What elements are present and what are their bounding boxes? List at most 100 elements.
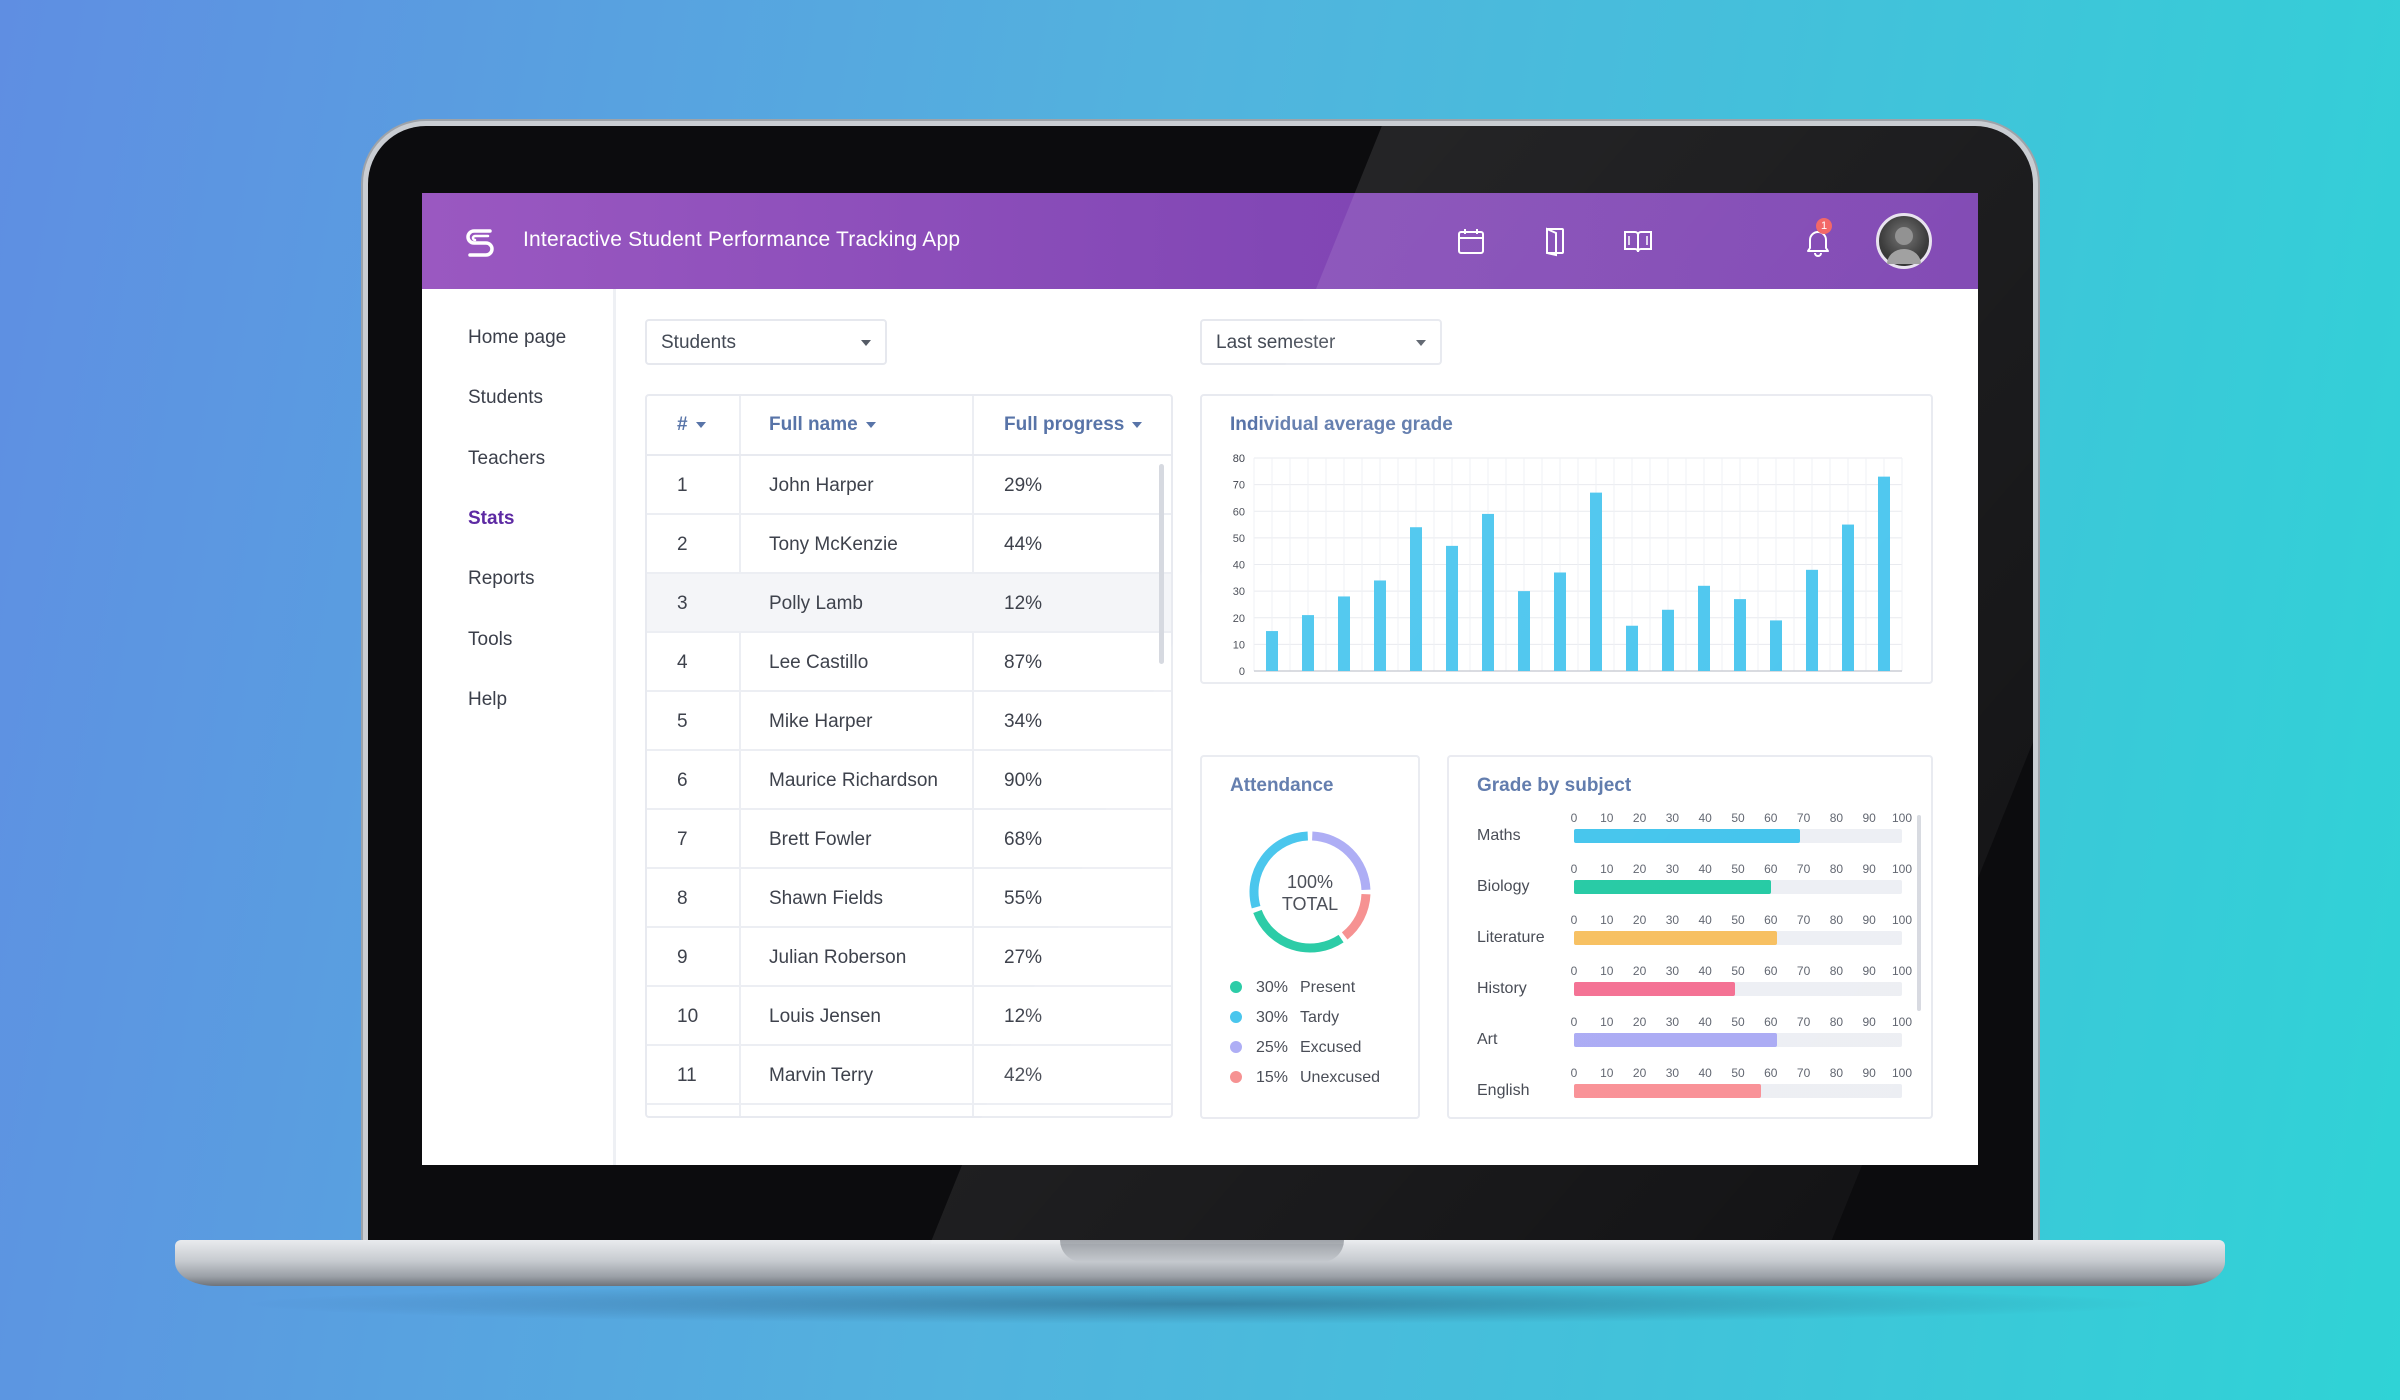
- bar: [1518, 591, 1530, 671]
- tick-label: 0: [1570, 1066, 1578, 1080]
- tick-label: 40: [1698, 1066, 1712, 1080]
- table-row[interactable]: 9 Julian Roberson 27%: [647, 928, 1171, 987]
- door-icon[interactable]: [1539, 225, 1571, 257]
- tick-label: 100: [1891, 862, 1913, 876]
- tick-label: 70: [1796, 964, 1811, 978]
- row-progress: 12%: [1004, 1006, 1043, 1027]
- sidebar: Home page Students Teachers Stats Report…: [422, 289, 616, 1165]
- legend-percent: 30%: [1256, 1009, 1289, 1026]
- tick-label: 30: [1665, 964, 1680, 978]
- y-tick-label: 60: [1233, 506, 1245, 518]
- tick-label: 80: [1829, 1066, 1844, 1080]
- bar: [1806, 569, 1818, 671]
- row-full-name: John Harper: [769, 475, 874, 496]
- sidebar-item-tools[interactable]: Tools: [468, 629, 513, 650]
- tick-label: 80: [1829, 862, 1844, 876]
- bar: [1446, 545, 1458, 671]
- column-header-number[interactable]: #: [677, 414, 706, 436]
- tick-label: 10: [1600, 862, 1614, 876]
- subject-axis-ticks: 0 10 20 30 40 50 60 70 80 90 100: [1570, 1015, 1912, 1029]
- sort-icon: [1132, 421, 1143, 428]
- tick-label: 50: [1731, 1066, 1745, 1080]
- sidebar-item-help[interactable]: Help: [468, 689, 508, 710]
- row-full-name: Louis Jensen: [769, 1006, 881, 1027]
- row-number: 2: [677, 534, 688, 555]
- subject-axis-ticks: 0 10 20 30 40 50 60 70 80 90 100: [1570, 1066, 1912, 1080]
- sidebar-item-reports[interactable]: Reports: [468, 568, 535, 589]
- table-row[interactable]: 1 John Harper 29%: [647, 456, 1171, 515]
- table-row[interactable]: 7 Brett Fowler 68%: [647, 810, 1171, 869]
- tick-label: 60: [1764, 913, 1778, 927]
- table-scrollbar[interactable]: [1159, 464, 1164, 664]
- y-tick-label: 70: [1233, 480, 1245, 492]
- attendance-card: Attendance 100% TOTAL 30% Present 30% Tardy 2…: [1200, 755, 1420, 1119]
- tick-label: 0: [1570, 1015, 1578, 1029]
- legend-item: 25% Excused: [1230, 1039, 1361, 1057]
- user-avatar[interactable]: [1876, 213, 1932, 269]
- tick-label: 30: [1665, 913, 1680, 927]
- tick-label: 30: [1665, 811, 1680, 825]
- sidebar-item-students[interactable]: Students: [468, 387, 543, 408]
- attendance-donut-chart: 100%TOTAL: [1249, 831, 1371, 953]
- book-icon[interactable]: [1622, 225, 1654, 257]
- legend-label: Unexcused: [1300, 1069, 1381, 1086]
- tick-label: 60: [1764, 964, 1778, 978]
- tick-label: 20: [1632, 913, 1647, 927]
- row-progress: 90%: [1004, 770, 1043, 791]
- row-progress: 55%: [1004, 888, 1043, 909]
- tick-label: 90: [1862, 964, 1876, 978]
- tick-label: 30: [1665, 1015, 1680, 1029]
- app-logo-icon[interactable]: [462, 223, 498, 259]
- tick-label: 40: [1698, 811, 1712, 825]
- sidebar-item-teachers[interactable]: Teachers: [468, 448, 546, 469]
- column-header-full-name[interactable]: Full name: [769, 414, 876, 436]
- tick-label: 40: [1698, 964, 1712, 978]
- y-tick-label: 0: [1239, 666, 1245, 678]
- table-row[interactable]: 5 Mike Harper 34%: [647, 692, 1171, 751]
- column-header-label: Full name: [769, 414, 858, 435]
- tick-label: 10: [1600, 811, 1614, 825]
- donut-center-label: TOTAL: [1282, 894, 1338, 914]
- sidebar-item-stats[interactable]: Stats: [468, 508, 515, 529]
- table-row[interactable]: 3 Polly Lamb 12%: [647, 574, 1171, 633]
- bar: [1266, 631, 1278, 671]
- donut-slice: [1249, 831, 1309, 909]
- tick-label: 0: [1570, 862, 1578, 876]
- average-grade-chart: 01020304050607080'92'93'94'95'96'97'98'9…: [1233, 453, 1903, 678]
- subject-bar-track: [1574, 982, 1902, 996]
- table-row[interactable]: 8 Shawn Fields 55%: [647, 869, 1171, 928]
- legend-item: 30% Tardy: [1230, 1009, 1339, 1027]
- subject-axis-ticks: 0 10 20 30 40 50 60 70 80 90 100: [1570, 862, 1912, 876]
- bar: [1878, 476, 1890, 671]
- column-header-full-progress[interactable]: Full progress: [1004, 414, 1143, 436]
- table-row[interactable]: 2 Tony McKenzie 44%: [647, 515, 1171, 574]
- subject-label: History: [1477, 980, 1527, 997]
- column-divider: [972, 396, 974, 1116]
- tick-label: 40: [1698, 913, 1712, 927]
- subject-axis-ticks: 0 10 20 30 40 50 60 70 80 90 100: [1571, 811, 1912, 825]
- legend-label: Tardy: [1300, 1009, 1340, 1026]
- period-select[interactable]: Last semester: [1200, 319, 1442, 365]
- tick-label: 60: [1764, 1015, 1778, 1029]
- grade-by-subject-card: Grade by subject 0 10 20 30 40 50 60 70 80 90 100 M…: [1447, 755, 1933, 1119]
- sidebar-item-home-page[interactable]: Home page: [468, 327, 567, 348]
- table-row[interactable]: 4 Lee Castillo 87%: [647, 633, 1171, 692]
- row-progress: 29%: [1004, 475, 1043, 496]
- tick-label: 20: [1632, 862, 1647, 876]
- table-row[interactable]: 11 Marvin Terry 42%: [647, 1046, 1171, 1105]
- group-select[interactable]: Students: [645, 319, 887, 365]
- tick-label: 20: [1632, 1015, 1647, 1029]
- tick-label: 100: [1891, 811, 1913, 825]
- table-row[interactable]: 10 Louis Jensen 12%: [647, 987, 1171, 1046]
- subjects-scrollbar[interactable]: [1917, 815, 1921, 1011]
- table-header: # Full name Full progress: [647, 396, 1171, 456]
- tick-label: 0: [1570, 913, 1578, 927]
- row-full-name: Mike Harper: [769, 711, 873, 732]
- bar: [1734, 599, 1746, 671]
- row-number: 7: [677, 829, 688, 850]
- table-row[interactable]: 6 Maurice Richardson 90%: [647, 751, 1171, 810]
- calendar-icon[interactable]: [1455, 225, 1487, 257]
- tick-label: 30: [1665, 1066, 1680, 1080]
- row-progress: 68%: [1004, 829, 1043, 850]
- laptop-notch: [1060, 1240, 1344, 1262]
